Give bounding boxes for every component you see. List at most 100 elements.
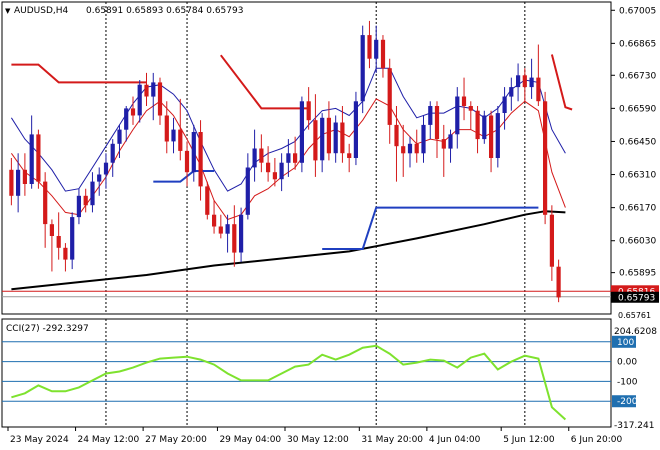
trailing-stop-line [322, 206, 539, 250]
candle-body [326, 117, 331, 154]
candle-body [468, 106, 473, 111]
time-tick-label: 4 Jun 04:00 [429, 435, 481, 445]
candle-body [232, 224, 237, 253]
candle-body [117, 129, 122, 144]
candle-body [191, 132, 196, 173]
candle-body [272, 172, 277, 180]
candle-body [22, 169, 27, 184]
trailing-stop-line [550, 54, 573, 111]
cci-panel: 100 0.00 -100 -200 204.6208 -317.241 CCI(27) … [1, 318, 657, 431]
price-tick-label: 0.66450 [619, 137, 656, 147]
moving-averages [10, 67, 566, 291]
time-tick-label: 24 May 12:00 [78, 435, 140, 445]
candle-body [360, 35, 365, 102]
time-tick-label: 5 Jun 12:00 [503, 435, 555, 445]
candle-body [407, 143, 413, 154]
candle-body [178, 129, 183, 151]
candle-body [374, 39, 379, 59]
long-ma-line [11, 210, 566, 291]
candle-body [9, 169, 14, 196]
time-tick-label: 30 May 12:00 [287, 435, 349, 445]
time-tick-label: 6 Jun 20:00 [571, 435, 623, 445]
candle-body [124, 108, 129, 130]
cci-level-label: 100 [617, 338, 634, 348]
candle-body [144, 84, 149, 97]
cci-label: CCI(27) -292.3297 [6, 324, 89, 334]
price-tick-label: 0.65895 [619, 269, 656, 279]
candle-body [333, 122, 338, 154]
time-axis: 23 May 2024 24 May 12:00 27 May 20:00 29 Ma… [7, 427, 623, 445]
candle-body [252, 148, 257, 168]
candle-body [414, 143, 419, 154]
cci-level-badge [612, 395, 636, 408]
cci-time-separators [105, 319, 526, 427]
cci-level-label: 0.00 [617, 358, 637, 368]
ohlc-values: 0.65891 0.65893 0.65784 0.65793 [86, 6, 243, 16]
candle-body [401, 146, 406, 154]
cci-panel-frame [1, 318, 612, 428]
candle-body [239, 214, 244, 253]
candle-body [29, 134, 34, 184]
candle-body [130, 108, 136, 116]
time-tick-label: 29 May 04:00 [219, 435, 281, 445]
candle-body [70, 217, 75, 260]
candle-body [495, 113, 500, 158]
candle-body [428, 106, 433, 125]
candle-body [434, 106, 440, 140]
candle-body [103, 162, 109, 175]
candle-body [184, 150, 190, 173]
time-tick-label: 31 May 20:00 [361, 435, 423, 445]
candle-body [36, 134, 41, 182]
time-tick-label: 27 May 20:00 [145, 435, 207, 445]
bid-price-badge [611, 285, 659, 297]
candle-body [543, 101, 548, 215]
candle-body [205, 186, 210, 215]
candle-body [299, 101, 304, 163]
candle-body [313, 120, 318, 161]
candle-body [502, 96, 507, 113]
candle-body [259, 148, 264, 163]
candle-body [380, 39, 386, 69]
cci-axis: 100 0.00 -100 -200 204.6208 -317.241 [612, 327, 657, 431]
candle-body [394, 124, 399, 147]
candle-body [509, 87, 514, 97]
price-tick-label: 0.66030 [619, 237, 656, 247]
candle-body [110, 143, 115, 163]
candle-body [482, 115, 487, 140]
candle-body [137, 84, 142, 116]
cci-line [11, 344, 567, 421]
candle-body [293, 153, 298, 163]
current-price-label: 0.65793 [618, 294, 655, 304]
candle-body [549, 214, 554, 267]
price-tick-label: 0.66590 [619, 104, 656, 114]
trailing-stops [11, 54, 573, 250]
candle-body [340, 122, 345, 154]
candle-body [489, 115, 494, 158]
cci-level-lines [2, 341, 611, 402]
price-tick-label: 0.67005 [619, 6, 656, 16]
candle-body [320, 117, 325, 161]
trailing-stop-line [220, 54, 309, 110]
candle-body [43, 181, 48, 225]
candle-body [225, 224, 230, 234]
candlesticks [9, 20, 561, 303]
price-level-lines [2, 290, 611, 298]
candle-body [347, 153, 352, 158]
main-panel-frame [1, 1, 612, 315]
candle-body [286, 153, 291, 163]
candle-body [218, 226, 223, 234]
secondary-price-label: 0.65761 [618, 311, 651, 320]
candle-body [522, 75, 527, 88]
candle-body [245, 167, 250, 215]
cci-level-label: -200 [617, 397, 638, 407]
trailing-stop-line [11, 63, 147, 84]
candle-body [198, 132, 203, 187]
price-tick-label: 0.66730 [619, 71, 656, 81]
candle-body [90, 181, 95, 206]
candle-body [164, 115, 169, 142]
price-tick-label: 0.66865 [619, 39, 656, 49]
candle-body [306, 101, 311, 121]
candle-body [536, 77, 541, 102]
cci-series-line [11, 344, 567, 421]
